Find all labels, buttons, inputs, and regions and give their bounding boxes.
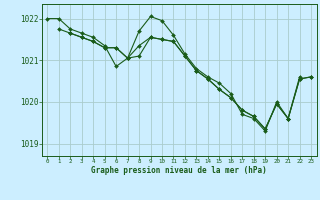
X-axis label: Graphe pression niveau de la mer (hPa): Graphe pression niveau de la mer (hPa) [91, 166, 267, 175]
